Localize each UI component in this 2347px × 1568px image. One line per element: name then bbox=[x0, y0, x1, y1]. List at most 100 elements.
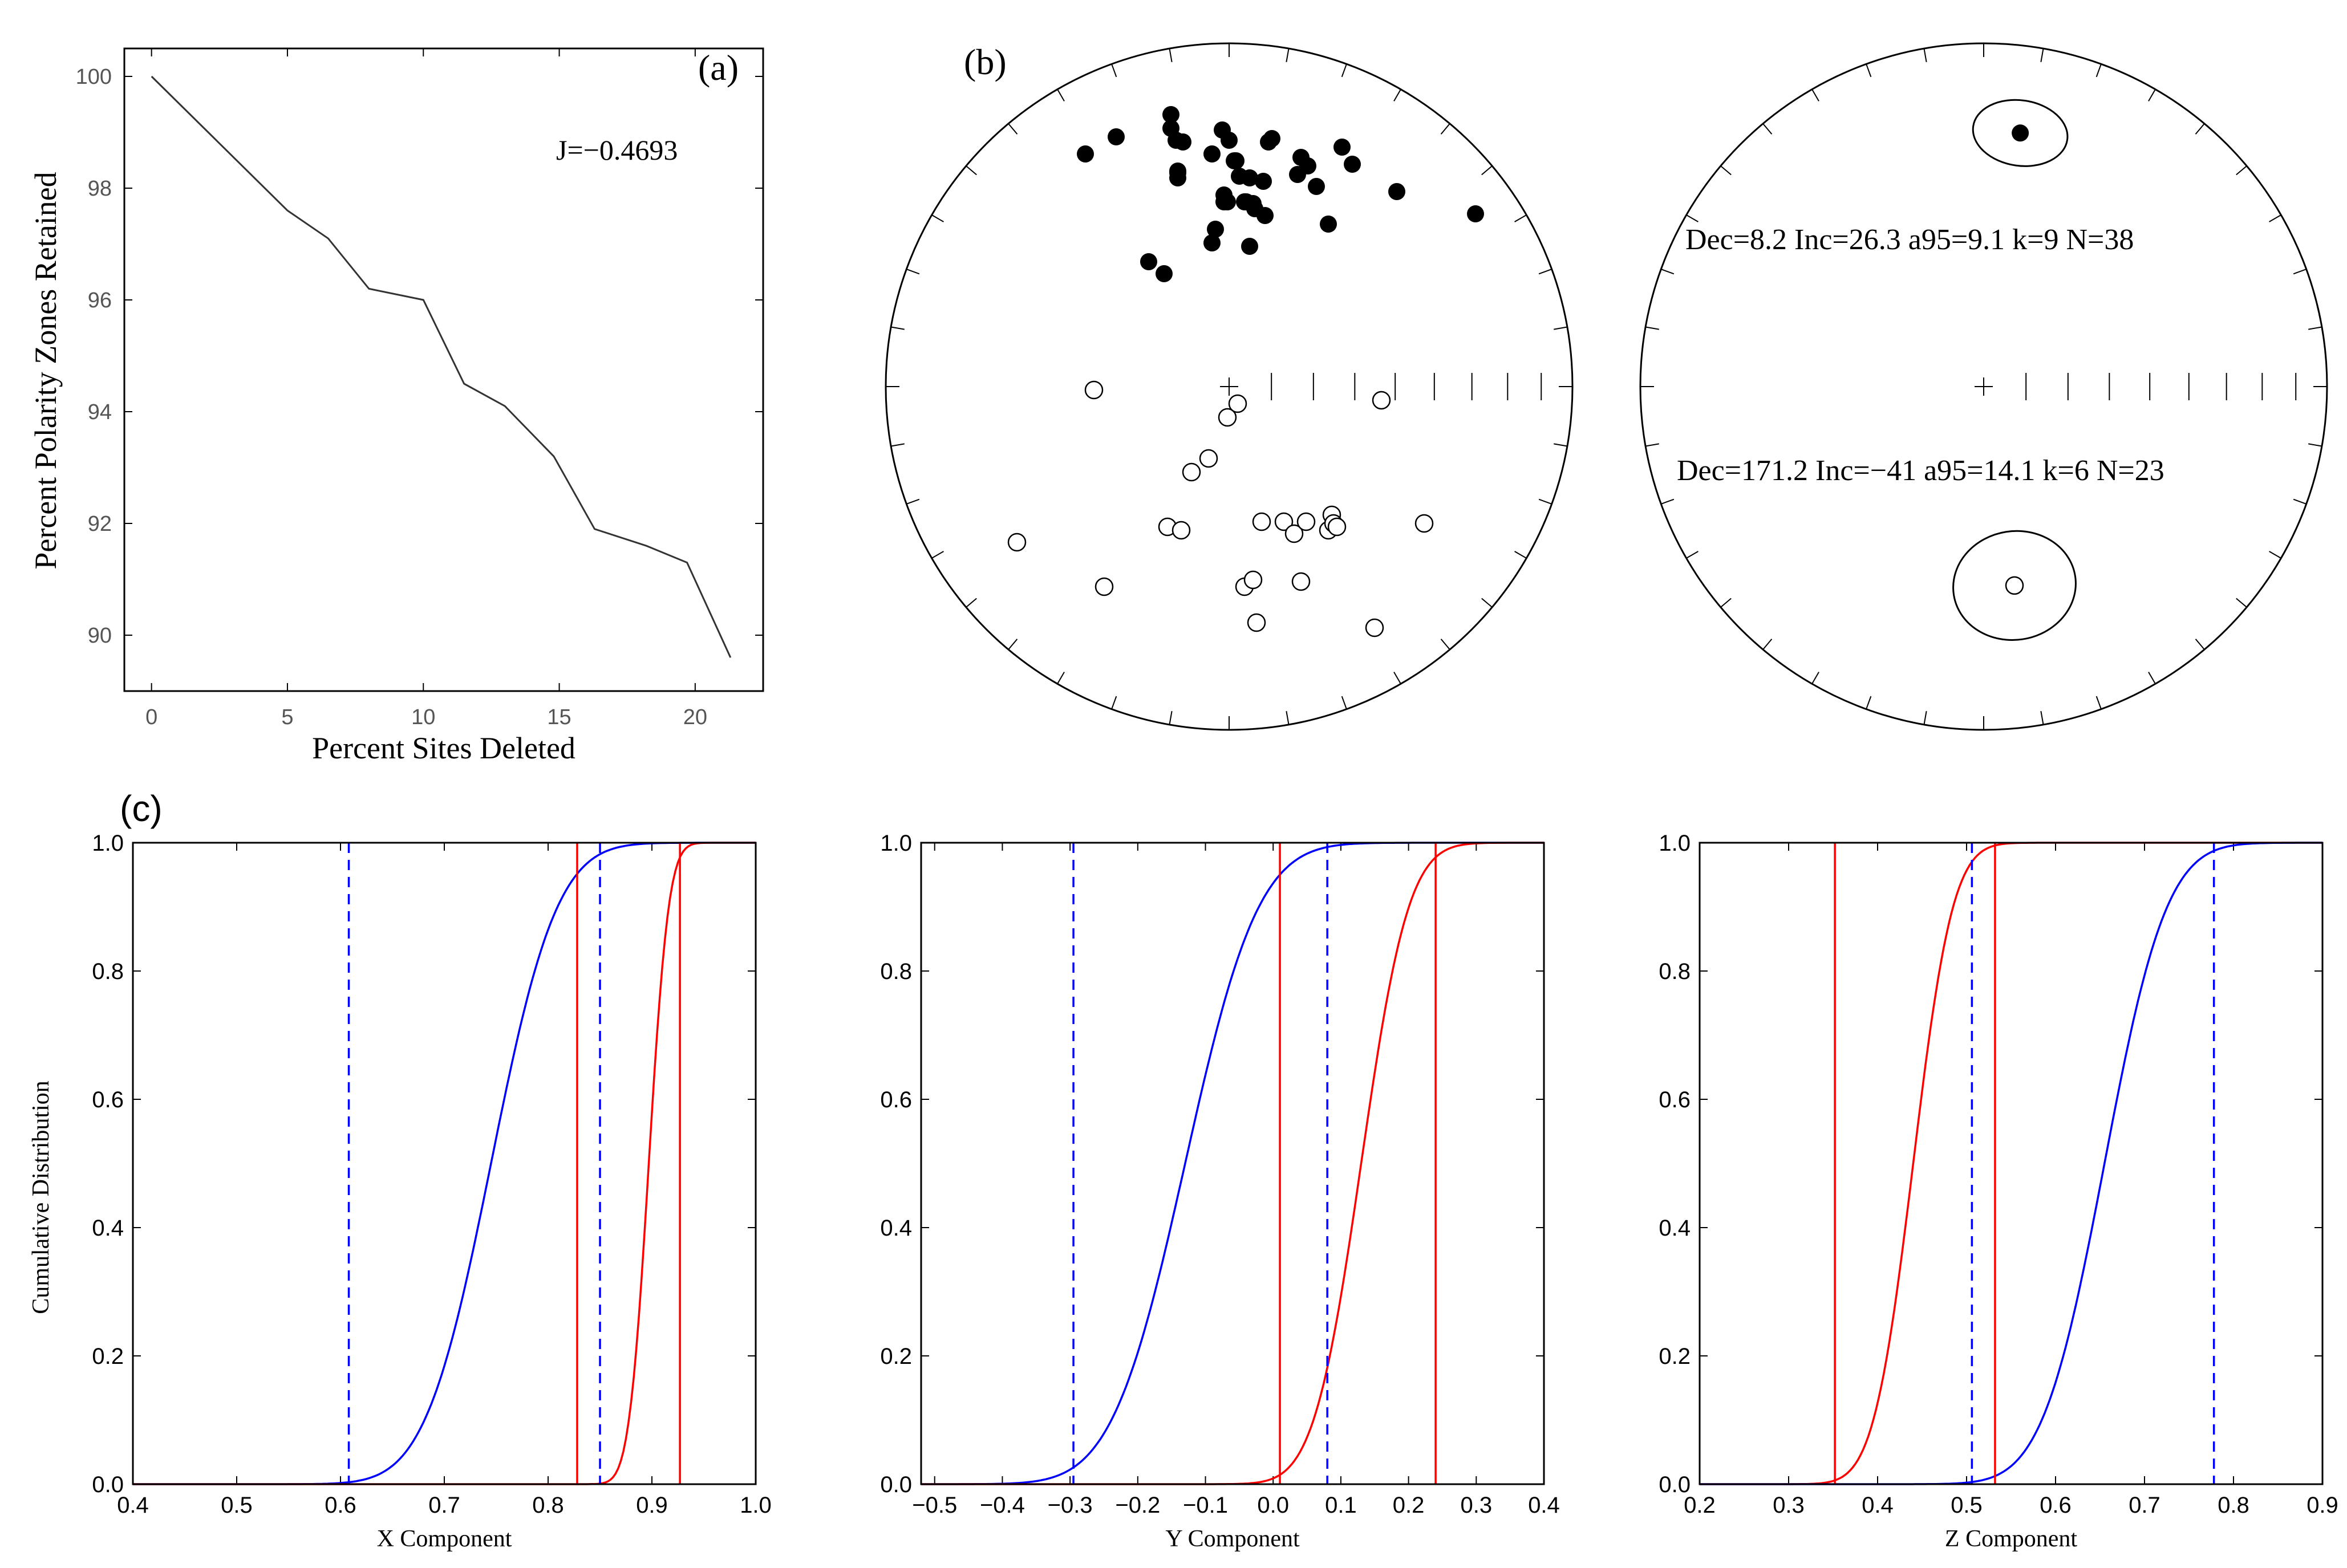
reverse-polarity-point bbox=[1199, 449, 1218, 468]
stereonet-b2-rim-tick bbox=[2095, 63, 2102, 78]
c3-y-tick-label: 0.6 bbox=[1659, 1087, 1691, 1112]
stereonet-b2-ticks bbox=[1640, 43, 2328, 730]
stereonet-b-rim-tick bbox=[1393, 672, 1401, 684]
stereonet-b2-rim-tick bbox=[1660, 498, 1675, 505]
reverse-polarity-point bbox=[1084, 380, 1104, 400]
c1-y-tick-label: 0.6 bbox=[92, 1087, 124, 1112]
stereonet-b-rim-tick bbox=[1286, 48, 1290, 62]
panel-a-series bbox=[151, 75, 732, 658]
stereonet-b-rim-tick bbox=[1008, 639, 1018, 650]
reverse-polarity-point bbox=[1274, 512, 1294, 531]
panel-a-data-line bbox=[151, 75, 732, 658]
stereonet-b2-rim-tick bbox=[1866, 63, 1872, 78]
panel-a-y-tick-label: 96 bbox=[88, 289, 112, 312]
stereonet-b-rim-tick bbox=[1057, 672, 1065, 684]
normal-mean-annotation: Dec=8.2 Inc=26.3 a95=9.1 k=9 N=38 bbox=[1685, 224, 2134, 256]
reverse-polarity-point bbox=[1247, 613, 1266, 632]
stereonet-b2-rim-tick bbox=[1811, 89, 1819, 101]
cdf-z-axis-label: Z Component bbox=[1945, 1526, 2077, 1552]
panel-a-axis-ticks: 0 5 10 15 20 90 92 94 96 98 100 bbox=[76, 48, 763, 729]
stereonet-b2-rim-tick bbox=[2308, 326, 2322, 330]
stereonet-b-rim-tick bbox=[1341, 696, 1347, 710]
c2-x-tick-label: 0.0 bbox=[1257, 1493, 1289, 1518]
c1-y-tick-label: 0.4 bbox=[92, 1216, 124, 1241]
c1-x-tick-label: 0.5 bbox=[221, 1493, 253, 1518]
stereonet-b-rim-tick bbox=[1554, 443, 1568, 447]
c1-x-tick-label: 0.7 bbox=[428, 1493, 460, 1518]
c1-y-tick-label: 0.2 bbox=[92, 1344, 124, 1369]
stereonet-b-rim-tick bbox=[931, 214, 944, 222]
normal-polarity-point bbox=[1256, 207, 1274, 224]
cdf-x-axis-ticks: 0.4 0.5 0.6 0.7 0.8 0.9 1.0 0.0 0.2 0.4 0.6 0.8 1.0 bbox=[92, 831, 771, 1518]
c3-x-tick-label: 0.7 bbox=[2129, 1493, 2160, 1518]
cdf-z-axis-ticks: 0.2 0.3 0.4 0.5 0.6 0.7 0.8 0.90.00.20.40.60.81… bbox=[1659, 831, 2338, 1518]
panel-a-line-chart: 0 5 10 15 20 90 92 94 96 98 100 (a) J=−0.4693 Perc… bbox=[29, 47, 764, 765]
c3-y-tick-label: 0.8 bbox=[1659, 959, 1691, 984]
stereonet-b-rim-tick bbox=[966, 165, 977, 176]
c2-x-tick-label: 0.2 bbox=[1393, 1493, 1425, 1518]
stereonet-b2-rim-tick bbox=[2095, 696, 2102, 710]
reverse-polarity-point bbox=[1243, 570, 1263, 590]
c1-x-tick-label: 0.4 bbox=[117, 1493, 149, 1518]
normal-polarity-point bbox=[1174, 133, 1191, 151]
normal-polarity-point bbox=[1263, 130, 1280, 147]
c2-y-tick-label: 0.2 bbox=[880, 1344, 912, 1369]
reverse-polarity-point bbox=[1414, 514, 1434, 533]
normal-polarity-point bbox=[1320, 216, 1337, 233]
c1-x-tick-label: 0.8 bbox=[532, 1493, 564, 1518]
stereonet-b2-rim-tick bbox=[2236, 598, 2247, 608]
panel-a-y-tick-label: 98 bbox=[88, 177, 112, 201]
panel-a-plot-frame bbox=[123, 47, 764, 692]
stereonet-b2-rim-tick bbox=[1686, 551, 1699, 559]
c2-x-tick-label: 0.1 bbox=[1325, 1493, 1357, 1518]
c1-y-tick-label: 0.8 bbox=[92, 959, 124, 984]
c2-y-tick-label: 1.0 bbox=[880, 831, 912, 856]
stereonet-b-rim-tick bbox=[1341, 63, 1347, 78]
reverse-polarity-point bbox=[1218, 408, 1237, 427]
panel-a-x-tick-label: 5 bbox=[281, 705, 293, 729]
cdf-plot-x-component: 0.4 0.5 0.6 0.7 0.8 0.9 1.00.00.20.40.60.81.0 … bbox=[92, 831, 771, 1552]
c2-y-tick-label: 0.4 bbox=[880, 1216, 912, 1241]
cdf-y-axis-ticks: −0.5 −0.4 −0.3 −0.2 −0.1 0.0 0.1 0.2 0.3 0.4 0.0 0.… bbox=[880, 831, 1559, 1518]
cdf-z-plot-frame bbox=[1699, 842, 2324, 1485]
stereonet-b2-rim-tick bbox=[2293, 269, 2307, 275]
normal-polarity-point bbox=[1156, 265, 1173, 282]
normal-polarity-point bbox=[1308, 178, 1325, 195]
stereonet-b-rim-tick bbox=[906, 498, 920, 505]
stereonet-b2-rim-tick bbox=[1720, 165, 1732, 176]
stereonet-b-rim-tick bbox=[1169, 48, 1173, 62]
c3-x-tick-label: 0.4 bbox=[1862, 1493, 1894, 1518]
cdf-plot-y-component: −0.5 −0.4 −0.3 −0.2 −0.1 0.0 0.1 0.2 0.3 0.4 0.0 0.… bbox=[880, 831, 1559, 1552]
stereonet-b-rim-tick bbox=[1111, 63, 1117, 78]
normal-polarity-point bbox=[1221, 132, 1238, 149]
panel-c-label: (c) bbox=[120, 788, 163, 829]
stereonet-b2-rim-tick bbox=[1645, 443, 1659, 447]
c2-x-tick-label: −0.5 bbox=[912, 1493, 957, 1518]
c3-x-tick-label: 0.2 bbox=[1684, 1493, 1716, 1518]
normal-polarity-point bbox=[1299, 157, 1316, 174]
c3-x-tick-label: 0.9 bbox=[2307, 1493, 2338, 1518]
normal-polarity-point bbox=[1203, 234, 1221, 251]
cdf-x-plot-frame bbox=[132, 842, 757, 1485]
stereonet-b-rim-tick bbox=[1538, 269, 1552, 275]
reverse-polarity-point bbox=[1095, 577, 1114, 596]
c1-x-tick-label: 0.6 bbox=[325, 1493, 356, 1518]
cdf-y-axis-label: Y Component bbox=[1165, 1526, 1300, 1552]
c3-y-tick-label: 0.4 bbox=[1659, 1216, 1691, 1241]
reverse-polarity-point bbox=[1252, 512, 1271, 531]
stereonet-b2-rim-tick bbox=[2308, 443, 2322, 447]
panel-a-y-axis-label: Percent Polarity Zones Retained bbox=[29, 172, 63, 569]
stereonet-b2-rim-tick bbox=[2293, 498, 2307, 505]
reverse-polarity-point bbox=[1365, 618, 1384, 637]
stereonet-b2-rim-tick bbox=[1720, 598, 1732, 608]
stereonet-b2-rim-tick bbox=[2148, 672, 2156, 684]
stereonet-b-rim-tick bbox=[1393, 89, 1401, 101]
stereonet-b2-rim-tick bbox=[2269, 551, 2281, 559]
panel-a-y-tick-label: 90 bbox=[88, 624, 112, 648]
stereonet-b-rim-tick bbox=[890, 443, 905, 447]
reverse-mean-point bbox=[2005, 576, 2024, 595]
stereonet-b-rim-tick bbox=[1514, 551, 1527, 559]
c3-y-tick-label: 0.0 bbox=[1659, 1472, 1691, 1497]
stereonet-b-rim-tick bbox=[890, 326, 905, 330]
